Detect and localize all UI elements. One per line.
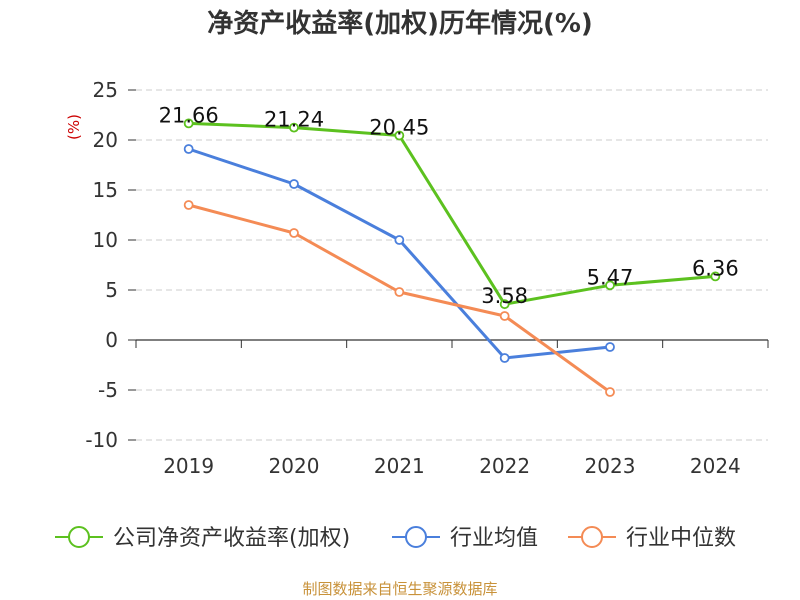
x-axis <box>135 339 769 348</box>
x-tick-label: 2022 <box>479 454 530 478</box>
data-point <box>394 287 405 297</box>
data-point <box>605 280 615 291</box>
data-label: 21.66 <box>159 103 219 127</box>
data-point <box>499 311 510 321</box>
data-label: 3.58 <box>481 284 528 308</box>
y-tick-label: 5 <box>105 278 118 302</box>
legend-label: 公司净资产收益率(加权) <box>113 526 350 551</box>
series-line <box>188 203 611 394</box>
y-tick-label: 25 <box>93 78 118 102</box>
data-point <box>394 130 405 141</box>
y-tick-label: 15 <box>93 178 118 202</box>
y-tick-label: -10 <box>85 428 118 452</box>
chart-title: 净资产收益率(加权)历年情况(%) <box>207 8 593 39</box>
data-point <box>289 179 299 189</box>
x-tick-label: 2020 <box>269 454 320 478</box>
data-point <box>605 342 615 352</box>
legend-marker <box>68 526 90 548</box>
data-label: 20.45 <box>369 116 429 140</box>
data-point <box>499 299 510 310</box>
x-tick-label: 2019 <box>163 454 214 478</box>
data-label: 21.24 <box>264 108 324 132</box>
series-line <box>188 147 611 360</box>
legend[interactable]: 公司净资产收益率(加权) 行业均值 行业中位数 <box>55 526 736 551</box>
data-point <box>183 144 194 154</box>
data-point <box>289 228 299 238</box>
y-tick-label: 20 <box>93 128 118 152</box>
y-axis-ticks: 25 20 15 10 5 0 -5 -10 <box>85 78 136 452</box>
data-labels: 21.66 21.24 20.45 3.58 5.47 6.36 <box>159 103 739 308</box>
data-point <box>289 122 299 133</box>
data-point <box>183 118 194 129</box>
y-tick-label: 0 <box>105 328 118 352</box>
x-axis-ticks: 2019 2020 2021 2022 2023 2024 <box>163 454 741 478</box>
y-tick-label: 10 <box>93 228 118 252</box>
data-point <box>394 235 405 245</box>
legend-label: 行业均值 <box>450 526 538 551</box>
data-label: 5.47 <box>587 265 634 289</box>
x-tick-label: 2024 <box>690 454 741 478</box>
source-note: 制图数据来自恒生聚源数据库 <box>302 580 497 598</box>
legend-label: 行业中位数 <box>626 526 736 551</box>
legend-marker <box>581 526 603 548</box>
data-point <box>183 200 194 210</box>
series-lines <box>183 118 721 397</box>
legend-marker <box>405 526 427 548</box>
series-line <box>188 121 716 306</box>
y-axis-unit-label: (%) <box>65 114 83 140</box>
data-point <box>605 387 615 397</box>
data-point <box>710 271 721 282</box>
y-tick-label: -5 <box>98 378 118 402</box>
data-point <box>499 353 510 363</box>
x-tick-label: 2021 <box>374 454 425 478</box>
grid-lines <box>136 89 768 441</box>
x-tick-label: 2023 <box>585 454 636 478</box>
data-label: 6.36 <box>692 256 739 280</box>
